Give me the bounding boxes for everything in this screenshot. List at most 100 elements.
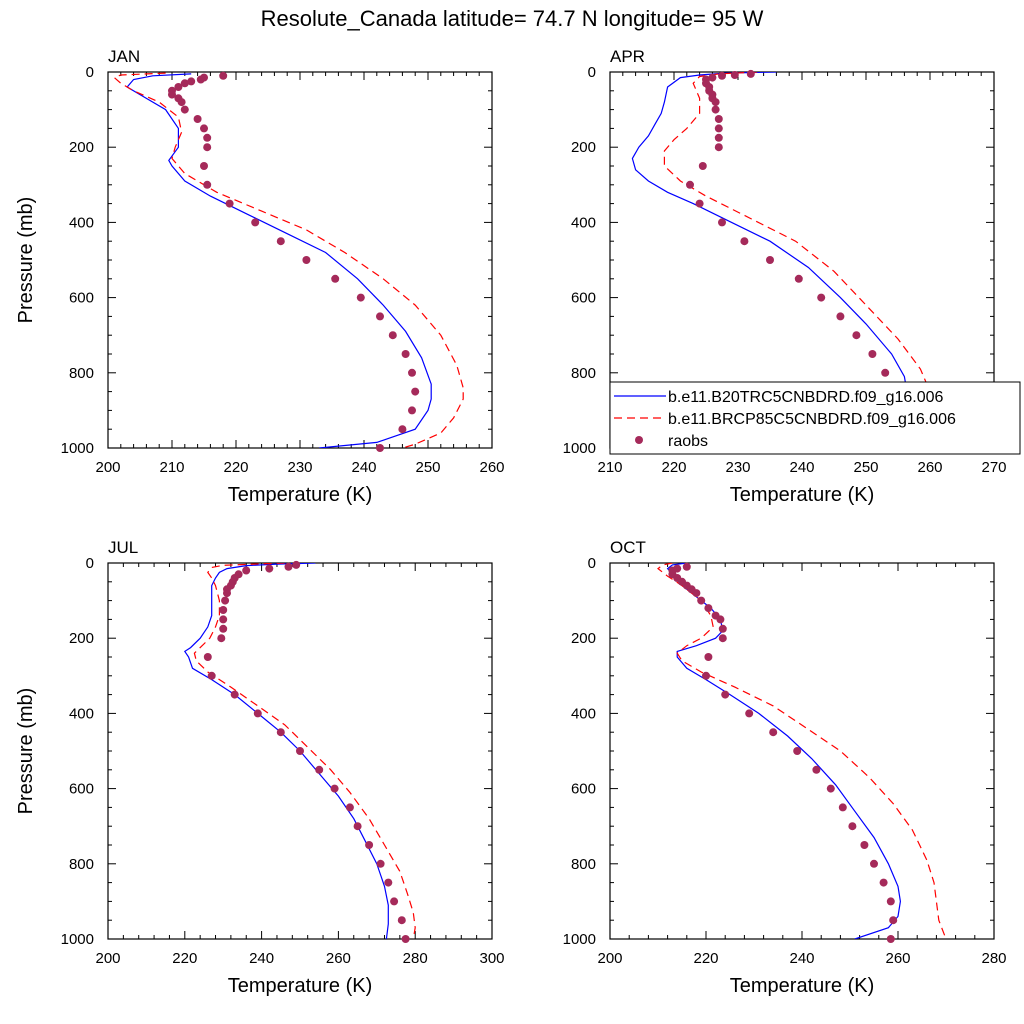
raobs-point [302,256,311,264]
raobs-point [203,180,212,189]
y-tick-label: 0 [86,555,94,572]
raobs-point [193,115,202,123]
x-tick-label: 240 [789,459,814,476]
raobs-point [848,822,857,831]
raobs-point [411,387,420,396]
raobs-point [817,293,826,302]
y-tick-label: 200 [69,630,94,647]
plot-frame [609,562,995,940]
y-tick-label: 0 [588,555,596,572]
series-line-brcp85 [657,563,947,939]
raobs-point [716,615,725,624]
raobs-point [225,199,234,208]
raobs-point [174,83,183,91]
panel-title: JUL [108,538,138,557]
legend: b.e11.B20TRC5CNBDRD.f09_g16.006 b.e11.BRC… [609,381,1021,455]
legend-label: b.e11.BRCP85C5CNBDRD.f09_g16.006 [668,411,956,428]
raobs-point [836,312,845,321]
y-tick-label: 400 [571,705,596,722]
raobs-point [721,690,730,699]
raobs-point [203,653,212,661]
raobs-point [711,105,720,114]
y-tick-label: 800 [571,856,596,873]
raobs-point [868,350,877,358]
raobs-point [187,77,196,86]
raobs-point [376,444,384,452]
panel-title: JAN [108,47,140,66]
y-tick-label: 400 [69,705,94,722]
raobs-point [388,331,397,340]
x-tick-label: 240 [351,459,376,476]
x-tick-label: 210 [597,459,622,476]
series-line-b20trc5 [183,563,389,939]
panel-oct: OCT 200 220 240 260 280 0 200 400 600 800 1000 Tempe… [563,538,1007,997]
panel-title: APR [610,47,645,66]
x-tick-label: 240 [249,950,274,967]
y-tick-label: 600 [571,781,596,798]
x-tick-label: 280 [981,950,1006,967]
raobs-point [331,274,340,283]
x-tick-label: 220 [661,459,686,476]
raobs-point [292,560,301,569]
raobs-point [219,606,228,614]
y-tick-label: 1000 [61,440,94,457]
raobs-point [704,604,713,613]
raobs-point [376,312,384,321]
raobs-point [793,747,802,755]
y-tick-label: 1000 [563,440,596,457]
y-tick-label: 0 [86,64,94,81]
y-tick-label: 200 [69,139,94,156]
raobs-point [296,747,304,755]
raobs-point [886,935,895,943]
legend-box [609,381,1021,455]
y-tick-label: 1000 [563,931,596,948]
x-tick-label: 220 [223,459,248,476]
series-line-b20trc5 [666,563,902,939]
raobs-point [692,589,701,598]
raobs-point [180,105,189,114]
raobs-point [207,671,216,680]
x-tick-label: 220 [693,950,718,967]
x-tick-label: 250 [415,459,440,476]
raobs-point [219,624,228,633]
raobs-point [686,180,694,189]
raobs-point [203,133,212,142]
raobs-point [265,564,274,573]
raobs-point [708,73,717,82]
raobs-point [223,589,231,598]
raobs-point [408,368,416,377]
plot-frame [107,71,493,449]
x-axis-label: Temperature (K) [228,484,373,506]
y-axis-label: Pressure (mb) [15,197,37,324]
raobs-point [401,350,410,358]
raobs-point [718,624,727,633]
panel-title: OCT [610,538,646,557]
raobs-point [714,133,723,142]
raobs-point [826,784,835,793]
raobs-point [217,634,226,643]
raobs-point [698,162,707,170]
raobs-point [398,425,407,434]
raobs-point [718,71,726,80]
legend-label: b.e11.B20TRC5CNBDRD.f09_g16.006 [668,389,944,406]
x-tick-label: 270 [981,459,1006,476]
raobs-point [812,765,821,774]
raobs-point [219,71,228,80]
x-tick-label: 200 [95,459,120,476]
raobs-point [353,822,362,831]
raobs-point [879,878,888,887]
panels: JAN 200 210 220 230 240 250 260 0 200 400 600 800 100… [15,47,1007,997]
figure-title: Resolute_Canada latitude= 74.7 N longitu… [261,6,764,31]
y-tick-label: 0 [588,64,596,81]
x-tick-label: 200 [95,950,120,967]
raobs-point [740,237,749,246]
y-tick-label: 200 [571,139,596,156]
raobs-point [697,596,706,605]
raobs-point [203,143,212,152]
raobs-point [251,218,260,227]
raobs-point [330,784,339,793]
raobs-point [401,935,410,943]
y-tick-label: 800 [69,365,94,382]
raobs-point [838,803,847,812]
y-tick-label: 800 [571,365,596,382]
